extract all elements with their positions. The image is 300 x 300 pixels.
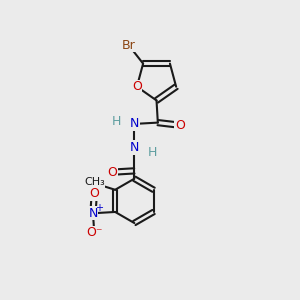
Text: H: H	[111, 115, 121, 128]
Text: CH₃: CH₃	[84, 177, 105, 187]
Text: Br: Br	[122, 39, 136, 52]
Text: O: O	[132, 80, 142, 93]
Text: N: N	[130, 117, 139, 130]
Text: O: O	[89, 187, 99, 200]
Text: H: H	[148, 146, 157, 159]
Text: O: O	[175, 119, 185, 132]
Text: N: N	[88, 207, 98, 220]
Text: O: O	[107, 166, 117, 179]
Text: N: N	[130, 141, 139, 154]
Text: +: +	[95, 203, 104, 213]
Text: O⁻: O⁻	[86, 226, 103, 239]
